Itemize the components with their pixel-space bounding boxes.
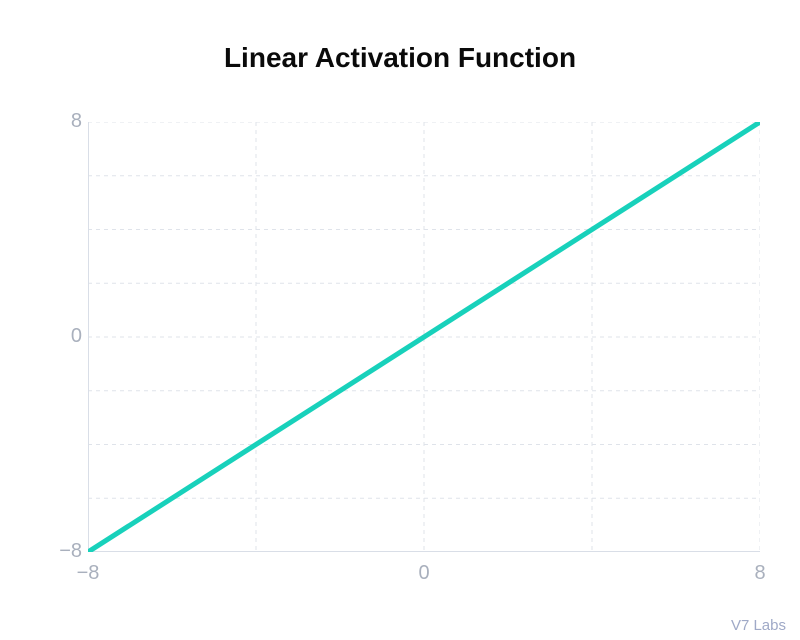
watermark: V7 Labs — [731, 617, 786, 634]
x-tick-label: 0 — [404, 562, 444, 585]
chart-svg — [88, 122, 760, 552]
y-tick-label: 0 — [54, 325, 82, 348]
x-tick-label: 8 — [740, 562, 780, 585]
chart-container: Linear Activation Function −8 0 8 −8 0 8… — [0, 0, 800, 640]
chart-title: Linear Activation Function — [0, 42, 800, 74]
y-tick-label: 8 — [54, 110, 82, 133]
y-tick-label: −8 — [54, 540, 82, 563]
x-tick-label: −8 — [68, 562, 108, 585]
plot-area — [88, 122, 760, 552]
